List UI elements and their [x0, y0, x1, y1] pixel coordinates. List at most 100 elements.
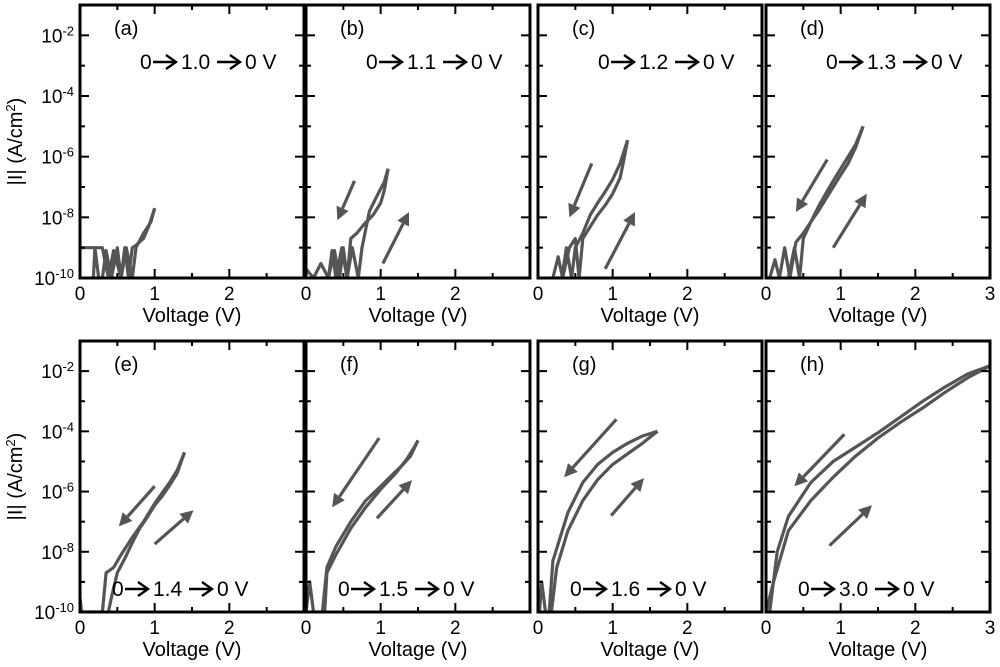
- curves: [766, 364, 990, 612]
- curves: [80, 207, 157, 278]
- sweep-range-label: 0 1.2 0 V: [598, 51, 735, 74]
- sweep-direction-arrow: [375, 488, 405, 520]
- curves: [306, 168, 390, 278]
- sweep-end: 0 V: [675, 578, 707, 601]
- x-tick-label: 0: [533, 618, 544, 639]
- curves: [80, 451, 187, 612]
- sweep-direction-arrow: [126, 485, 156, 518]
- sweep-peak: 1.2: [639, 51, 668, 74]
- sweep-direction-arrow: [338, 437, 381, 498]
- x-tick-label: 1: [149, 284, 160, 305]
- sweep-direction-arrowhead: [332, 492, 345, 508]
- y-tick-label: 10-4: [41, 84, 74, 109]
- x-tick-label: 1: [607, 618, 618, 639]
- reverse-sweep-curve: [768, 364, 990, 612]
- sweep-direction-arrow: [153, 517, 185, 546]
- sweep-arrow-head: [201, 581, 215, 597]
- y-axis-label: |I| (A/cm2): [3, 433, 28, 521]
- x-tick-label: 1: [375, 618, 386, 639]
- sweep-end: 0 V: [703, 51, 735, 74]
- sweep-start: 0: [570, 578, 582, 601]
- sweep-arrow-head: [455, 54, 469, 70]
- x-tick-label: 1: [835, 618, 846, 639]
- sweep-direction-arrowhead: [623, 211, 636, 227]
- curves: [538, 429, 659, 612]
- sweep-direction-arrowhead: [179, 510, 194, 524]
- x-tick-label: 2: [224, 284, 235, 305]
- x-axis-label: Voltage (V): [601, 305, 700, 327]
- sweep-direction-arrow: [801, 158, 829, 202]
- y-tick-label: 10-6: [41, 479, 74, 504]
- reverse-sweep-curve: [91, 207, 157, 278]
- sweep-direction-arrow: [609, 486, 637, 517]
- x-tick-label: 1: [835, 284, 846, 305]
- sweep-start: 0: [112, 578, 124, 601]
- sweep-direction-arrow: [828, 513, 864, 547]
- sweep-start: 0: [140, 51, 152, 74]
- sweep-arrow-head: [823, 581, 837, 597]
- panel-label: (g): [572, 354, 596, 376]
- sweep-arrow-head: [887, 581, 901, 597]
- sweep-start: 0: [798, 578, 810, 601]
- reverse-sweep-curve: [556, 139, 630, 278]
- panel-label: (b): [340, 18, 364, 40]
- sweep-direction-arrow: [572, 162, 594, 206]
- x-tick-label: 2: [224, 618, 235, 639]
- forward-sweep-curve: [306, 168, 390, 278]
- curves: [551, 139, 630, 278]
- sweep-range-label: 0 1.6 0 V: [570, 578, 707, 601]
- sweep-direction-arrowhead: [858, 505, 873, 519]
- sweep-range-label: 0 3.0 0 V: [798, 578, 935, 601]
- reverse-sweep-curve: [786, 125, 865, 278]
- x-tick-label: 2: [450, 284, 461, 305]
- curves: [768, 125, 865, 278]
- sweep-peak: 1.4: [153, 578, 183, 601]
- sweep-direction-arrowhead: [564, 463, 578, 478]
- sweep-peak: 1.0: [181, 51, 210, 74]
- sweep-range-label: 0 1.5 0 V: [338, 578, 475, 601]
- reverse-sweep-curve: [106, 451, 187, 612]
- y-tick-label: 10-4: [41, 419, 74, 444]
- x-tick-label: 0: [75, 618, 86, 639]
- sweep-direction-arrowhead: [398, 480, 413, 495]
- panel-label: (h): [800, 354, 824, 376]
- sweep-peak: 1.3: [867, 51, 896, 74]
- forward-sweep-curve: [768, 125, 865, 278]
- sweep-direction-arrowhead: [397, 211, 410, 227]
- plot-frame: [304, 339, 532, 614]
- x-axis-label: Voltage (V): [601, 639, 700, 661]
- sweep-range-label: 0 1.4 0 V: [112, 578, 249, 601]
- plot-frame: [78, 3, 306, 280]
- sweep-start: 0: [338, 578, 350, 601]
- forward-sweep-curve: [538, 429, 658, 612]
- x-tick-label: 0: [301, 618, 312, 639]
- sweep-peak: 3.0: [839, 578, 868, 601]
- y-tick-label: 10-6: [41, 144, 74, 169]
- sweep-direction-arrow: [341, 180, 357, 209]
- sweep-arrow-head: [915, 54, 929, 70]
- reverse-sweep-curve: [320, 168, 390, 278]
- sweep-direction-arrowhead: [795, 197, 809, 212]
- x-tick-label: 1: [375, 284, 386, 305]
- sweep-arrow-head: [687, 54, 701, 70]
- sweep-arrow-head: [137, 581, 151, 597]
- x-tick-label: 2: [910, 284, 921, 305]
- panel-label: (f): [340, 354, 359, 376]
- panel-label: (e): [114, 354, 138, 376]
- x-axis-label: Voltage (V): [829, 305, 928, 327]
- sweep-arrow-head: [623, 54, 637, 70]
- x-tick-label: 3: [985, 284, 996, 305]
- sweep-arrow-head: [595, 581, 609, 597]
- sweep-end: 0 V: [903, 578, 935, 601]
- panel-h: 0 1 2 3 Voltage (V) (h) 0 3.0 0 V: [761, 339, 995, 661]
- sweep-direction-arrow: [802, 433, 846, 478]
- sweep-end: 0 V: [443, 578, 475, 601]
- sweep-direction-arrow: [571, 418, 618, 469]
- plot-frame: [304, 3, 532, 280]
- x-tick-label: 0: [533, 284, 544, 305]
- y-tick-label: 10-10: [34, 266, 74, 291]
- sweep-direction-arrow: [603, 222, 631, 270]
- sweep-peak: 1.1: [407, 51, 436, 74]
- x-tick-label: 0: [301, 284, 312, 305]
